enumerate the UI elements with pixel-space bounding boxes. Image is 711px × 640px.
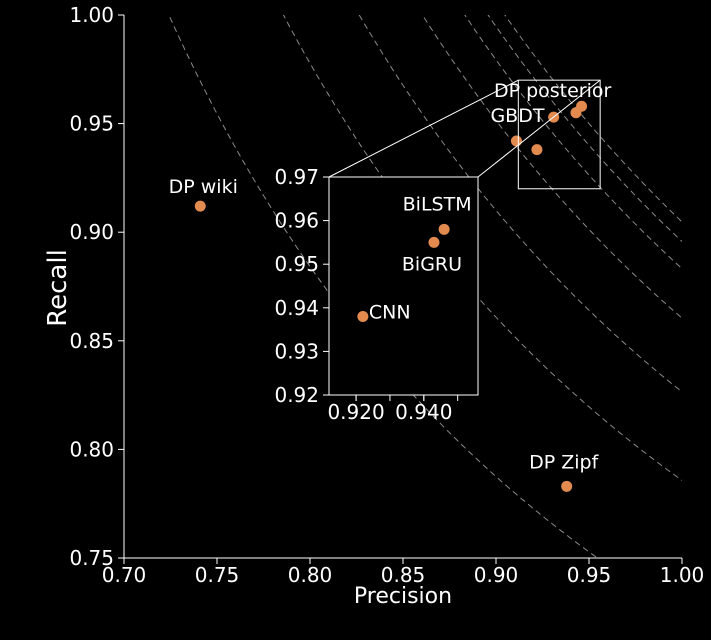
iso-f1-curve-7 <box>504 15 682 223</box>
iso-f1-curves <box>168 15 682 558</box>
inset-y-tick-label: 0.96 <box>274 209 319 233</box>
y-tick-label: 0.90 <box>69 220 114 244</box>
inset-point-label: BiGRU <box>402 253 462 275</box>
x-tick-label: 0.85 <box>381 563 426 587</box>
y-tick-label: 0.95 <box>69 112 114 136</box>
x-tick-label: 0.90 <box>474 563 519 587</box>
x-tick-label: 0.80 <box>288 563 333 587</box>
inset-data-point <box>438 223 450 235</box>
data-point <box>194 200 206 212</box>
data-point <box>561 480 573 492</box>
zoom-connector <box>477 79 601 178</box>
point-label: GBDT <box>490 105 544 127</box>
y-tick-label: 0.75 <box>69 546 114 570</box>
y-axis-title: Recall <box>43 249 73 327</box>
inset-x-tick-label: 0.940 <box>395 400 452 424</box>
inset-y-tick-label: 0.95 <box>274 252 319 276</box>
inset-plot: 0.92 0.93 0.94 0.95 0.96 0.97 0.920 0.940 CNN BiG… <box>274 165 479 424</box>
inset-y-tick-label: 0.93 <box>274 339 319 363</box>
zoom-connector <box>328 79 519 178</box>
x-tick-label: 1.00 <box>660 563 705 587</box>
data-point <box>510 135 522 147</box>
data-point <box>531 144 543 156</box>
y-tick-label: 0.80 <box>69 437 114 461</box>
y-tick-label: 1.00 <box>69 3 114 27</box>
inset-point-label: CNN <box>369 302 411 324</box>
inset-y-tick-label: 0.97 <box>274 165 319 189</box>
inset-frame <box>328 176 479 396</box>
inset-data-point <box>428 236 440 248</box>
inset-y-tick-label: 0.92 <box>274 383 319 407</box>
zoom-indicator <box>328 79 601 190</box>
inset-point-label: BiLSTM <box>403 193 472 215</box>
point-label: DP posterior <box>494 80 612 102</box>
main-axes: 0.70 0.75 0.80 0.85 0.90 0.95 1.000.750.800.85… <box>69 3 704 587</box>
y-tick-label: 0.85 <box>69 329 114 353</box>
data-point <box>576 100 588 112</box>
x-tick-label: 0.75 <box>195 563 240 587</box>
inset-y-tick-label: 0.94 <box>274 296 319 320</box>
iso-f1-curve-4 <box>421 15 682 319</box>
inset-data-point <box>357 311 369 323</box>
x-tick-label: 0.95 <box>567 563 612 587</box>
x-axis-title: Precision <box>354 584 452 609</box>
iso-f1-curve-2 <box>282 15 682 481</box>
inset-x-tick-label: 0.920 <box>327 400 384 424</box>
x-tick-label: 0.70 <box>102 563 147 587</box>
point-label: DP Zipf <box>529 451 599 473</box>
point-label: DP wiki <box>169 176 238 198</box>
zoom-box <box>517 79 601 190</box>
iso-f1-curve-6 <box>487 15 682 242</box>
